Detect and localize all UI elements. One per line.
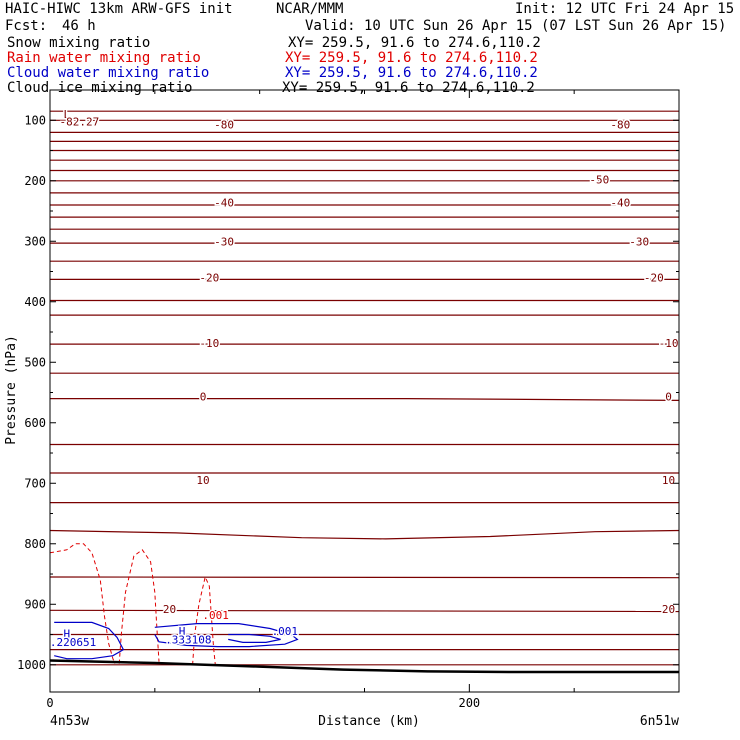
max-value-label: .333108 [165,633,211,646]
temperature-contour-label: -50 [589,174,609,187]
cloud-water-contours [54,621,299,660]
rain-water-contour-line [192,575,217,668]
legend-cloud-ice-xy: XY= 259.5, 91.6 to 274.6,110.2 [282,80,535,96]
legend-rain-name: Rain water mixing ratio [7,50,201,66]
chart-title: HAIC-HIWC 13km ARW-GFS init [5,1,233,17]
min-value-label: -82.27 [59,115,99,128]
temperature-contour-label: 10 [662,474,675,487]
y-tick-label: 300 [24,234,46,248]
legend-snow-xy: XY= 259.5, 91.6 to 274.6,110.2 [288,35,541,51]
rain-water-contours [49,543,217,668]
temperature-contour-line [50,398,680,401]
temperature-contour-label: -40 [610,197,630,210]
init-time: Init: 12 UTC Fri 24 Apr 15 [515,1,735,17]
temperature-contour-label: 20 [163,603,176,616]
temperature-contour-line [49,576,680,579]
cloud-water-contour-line [54,621,125,660]
terrain-line [49,659,679,674]
rain-water-contour-line [118,549,160,664]
org-label: NCAR/MMM [276,1,344,17]
temperature-contour-label: 0 [200,391,207,404]
y-tick-label: 600 [24,416,46,430]
right-endpoint-label: 6n51w [640,714,679,729]
cloud-water-contour-line [154,623,299,648]
legend-cloud-water-name: Cloud water mixing ratio [7,65,210,81]
y-tick-label: 400 [24,295,46,309]
legend-cloud-water-xy: XY= 259.5, 91.6 to 274.6,110.2 [285,65,538,81]
temperature-contour-label: 20 [662,603,675,616]
legend-cloud-ice-name: Cloud ice mixing ratio [7,80,193,96]
temperature-contour-line [49,609,680,613]
min-marker: L [63,108,70,121]
terrain-layer [49,659,679,674]
y-tick-label: 100 [24,113,46,127]
cloud-water-contour-line [228,633,281,643]
y-tick-label: 500 [24,355,46,369]
fcst-value: 46 h [62,18,96,34]
temperature-contour-label: -30 [629,235,649,248]
temperature-contour-label: -20 [644,272,664,285]
y-tick-label: 1000 [17,658,46,672]
temperature-contour-label: -10 [199,337,219,350]
temperature-contour-label: -80 [610,118,630,131]
rain-water-contour-line [49,543,116,664]
legend-snow-name: Snow mixing ratio [7,35,151,51]
valid-time: Valid: 10 UTC Sun 26 Apr 15 (07 LST Sun … [305,18,727,34]
temperature-contours [49,110,680,666]
max-marker: H [179,625,186,638]
temperature-contour-line [49,529,680,540]
left-endpoint-label: 4n53w [50,714,89,729]
x-axis-label: Distance (km) [318,714,420,729]
max-marker: H [63,627,70,640]
y-tick-label: 900 [24,597,46,611]
y-tick-label: 700 [24,476,46,490]
legend-rain-xy: XY= 259.5, 91.6 to 274.6,110.2 [285,50,538,66]
rain-water-contour-label: .001 [202,609,229,622]
fcst-label: Fcst: [5,18,48,34]
temperature-contour-label: -80 [214,118,234,131]
x-tick-label: 200 [458,696,480,710]
temperature-contour-label: 10 [196,474,209,487]
max-value-label: .220651 [50,636,96,649]
temperature-contour-label: -40 [214,197,234,210]
cloud-water-contour-label: .001 [272,625,299,638]
temperature-contour-label: 0 [665,391,672,404]
y-tick-label: 200 [24,174,46,188]
y-tick-label: 800 [24,537,46,551]
x-tick-label: 0 [46,696,53,710]
temperature-contour-label: -30 [214,235,234,248]
temperature-contour-label: -20 [199,272,219,285]
y-axis-label: Pressure (hPa) [4,335,19,445]
temperature-contour-label: -10 [659,337,679,350]
